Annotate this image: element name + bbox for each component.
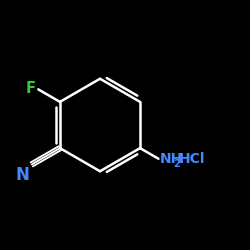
Text: F: F — [25, 81, 35, 96]
Text: N: N — [16, 166, 30, 184]
Text: NH: NH — [160, 152, 183, 166]
Text: 2: 2 — [174, 159, 180, 169]
Text: HCl: HCl — [178, 152, 205, 166]
